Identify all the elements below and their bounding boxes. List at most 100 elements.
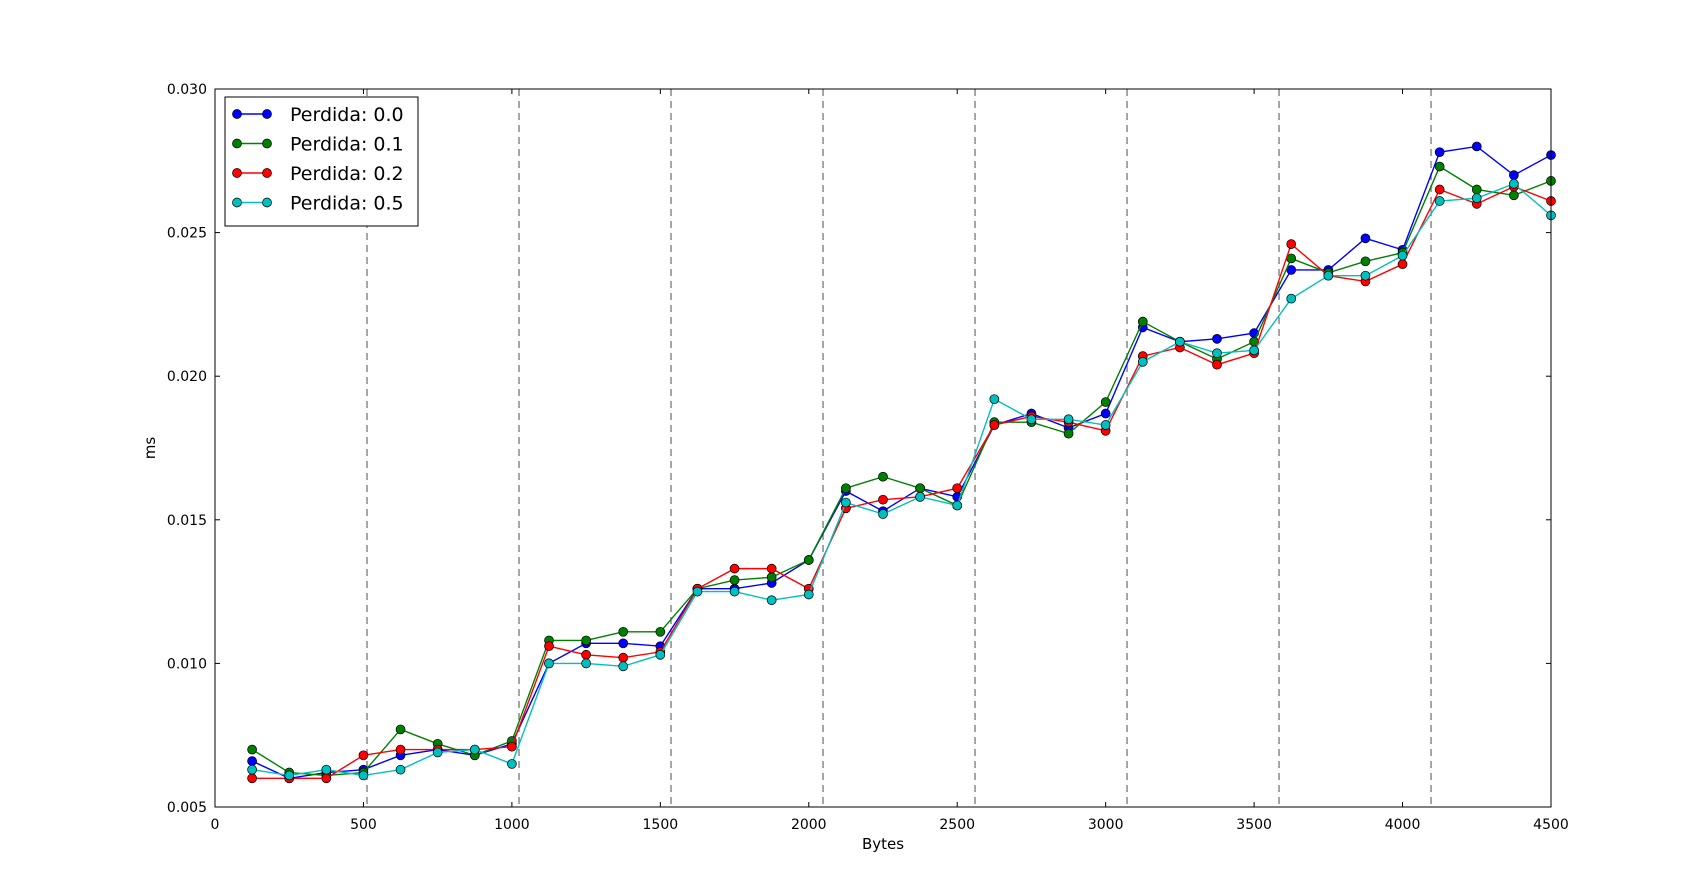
series-1 (247, 161, 1556, 781)
y-tick-label: 0.025 (167, 226, 207, 242)
data-point (952, 483, 963, 494)
y-axis-label: ms (141, 437, 159, 460)
data-point (1434, 147, 1445, 158)
y-tick-label: 0.010 (167, 656, 207, 672)
plot-area-frame (214, 88, 1552, 808)
data-point (878, 471, 888, 482)
legend-marker (232, 168, 242, 178)
data-point (618, 638, 629, 649)
data-point (1434, 184, 1445, 195)
data-point (618, 652, 629, 663)
data-point (284, 770, 295, 781)
data-point (803, 555, 814, 565)
data-point (1249, 345, 1259, 356)
data-point (1509, 190, 1519, 201)
data-point (1100, 397, 1111, 407)
data-point (321, 764, 332, 775)
data-point (395, 764, 406, 775)
data-point (1509, 170, 1519, 181)
data-point (395, 744, 406, 755)
data-point (1063, 428, 1074, 439)
legend-marker (262, 168, 272, 178)
data-point (729, 575, 740, 585)
data-point (989, 420, 1000, 430)
data-point (766, 572, 777, 583)
data-point (655, 626, 666, 637)
data-point (1471, 141, 1482, 152)
data-point (1137, 356, 1148, 367)
x-tick-label: 3000 (1088, 817, 1124, 833)
series-line (251, 165, 1552, 777)
data-point (1471, 184, 1482, 195)
legend-marker (262, 197, 272, 208)
series-line (251, 145, 1552, 780)
data-point (1360, 256, 1371, 267)
series-layer (247, 141, 1556, 784)
x-axis-label: Bytes (862, 835, 904, 853)
data-point (1286, 239, 1297, 249)
legend-marker (232, 138, 242, 149)
data-point (1026, 414, 1037, 425)
x-tick-label: 4500 (1533, 817, 1569, 833)
legend-marker (262, 109, 272, 119)
y-axis: 0.005 0.010 0.015 0.020 0.025 0.030 (167, 82, 1551, 816)
data-point (1434, 196, 1445, 206)
data-point (507, 759, 517, 769)
data-point (618, 626, 629, 637)
y-tick-label: 0.015 (167, 513, 207, 529)
data-point (1360, 233, 1371, 244)
data-point (766, 595, 777, 606)
data-point (878, 494, 888, 505)
legend-label: Perdida: 0.0 (290, 104, 404, 126)
x-tick-label: 4000 (1385, 817, 1421, 833)
data-point (915, 491, 925, 502)
legend-box (224, 96, 419, 227)
y-tick-label: 0.030 (167, 82, 207, 98)
data-point (247, 764, 257, 775)
data-point (692, 586, 703, 597)
data-point (841, 483, 851, 494)
data-point (358, 750, 369, 761)
data-point (915, 483, 925, 494)
data-point (1212, 359, 1222, 370)
x-tick-label: 0 (211, 817, 220, 833)
legend-marker (262, 138, 272, 149)
data-point (766, 563, 777, 574)
legend-label: Perdida: 0.1 (290, 134, 404, 156)
data-point (1397, 250, 1408, 261)
data-point (1212, 348, 1222, 359)
x-tick-label: 500 (350, 817, 377, 833)
data-point (321, 773, 332, 784)
x-tick-label: 2500 (939, 817, 975, 833)
data-point (618, 661, 629, 672)
data-point (841, 497, 851, 508)
data-point (1063, 414, 1074, 425)
data-point (952, 500, 963, 511)
data-point (1175, 336, 1185, 347)
data-point (1509, 178, 1519, 189)
legend: Perdida: 0.0 Perdida: 0.1 Perdida: 0.2 Perd… (224, 96, 419, 227)
series-0 (247, 141, 1556, 784)
data-point (1100, 408, 1111, 419)
data-point (1286, 293, 1297, 304)
data-point (247, 744, 257, 755)
data-point (1360, 270, 1371, 281)
data-point (395, 724, 406, 735)
legend-label: Perdida: 0.2 (290, 163, 404, 185)
data-point (989, 394, 1000, 405)
data-point (247, 773, 257, 784)
data-point (729, 563, 740, 574)
data-point (878, 509, 888, 519)
data-point (247, 756, 257, 766)
data-point (581, 649, 591, 660)
x-tick-label: 3500 (1236, 817, 1272, 833)
data-point (1434, 161, 1445, 172)
data-point (1212, 334, 1222, 344)
y-tick-label: 0.020 (167, 369, 207, 385)
data-point (469, 744, 480, 755)
data-point (432, 747, 443, 758)
data-point (1323, 270, 1334, 281)
data-point (544, 641, 554, 652)
data-point (1471, 193, 1482, 203)
